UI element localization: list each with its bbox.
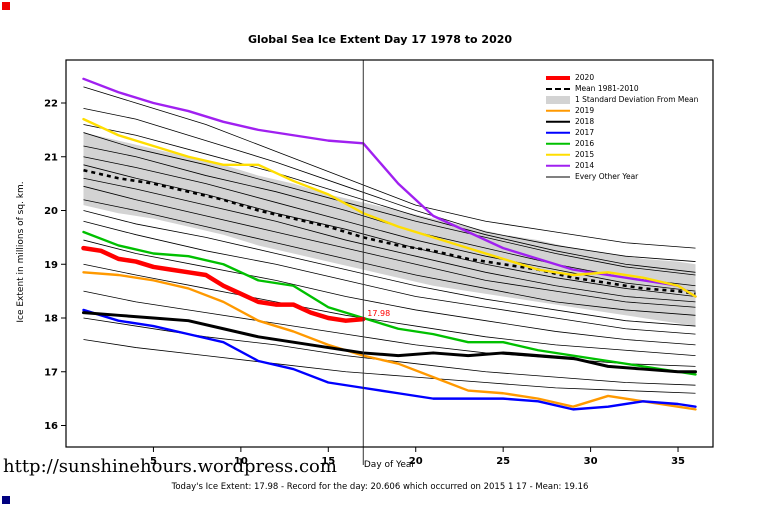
legend-item: 2017 — [546, 127, 698, 138]
background-year-line — [83, 185, 696, 308]
footer-caption: Today's Ice Extent: 17.98 - Record for t… — [171, 482, 589, 492]
legend-item: 2014 — [546, 160, 698, 171]
legend-item: 2018 — [546, 116, 698, 127]
legend-label: 2014 — [575, 161, 595, 170]
legend-label: 2018 — [575, 117, 595, 126]
std-dev-band — [83, 132, 696, 327]
x-axis-label: Day of Year — [363, 460, 416, 470]
background-year-line — [83, 210, 696, 327]
background-year-line — [83, 145, 696, 287]
marker-value-label: 17.98 — [367, 309, 390, 318]
legend-label: 1 Standard Deviation From Mean — [575, 95, 699, 104]
y-tick-label: 16 — [44, 421, 58, 432]
y-tick-label: 21 — [44, 152, 58, 163]
background-year-line — [83, 164, 696, 297]
year-line-2015 — [82, 117, 697, 298]
x-tick-label: 5 — [150, 456, 157, 467]
x-tick-label: 25 — [496, 456, 510, 467]
legend-swatch-band — [546, 95, 570, 105]
top-left-marker — [2, 2, 10, 10]
legend-swatch-line — [546, 117, 570, 127]
legend-label: Every Other Year — [575, 172, 639, 181]
legend-item: 2020 — [546, 72, 698, 83]
legend-label: Mean 1981-2010 — [575, 84, 639, 93]
x-tick-label: 10 — [234, 456, 248, 467]
background-year-line — [83, 177, 696, 303]
background-year-line — [83, 220, 696, 335]
legend-swatch-dashed — [546, 84, 570, 94]
legend-swatch-line — [546, 128, 570, 138]
y-tick-label: 20 — [44, 206, 58, 217]
x-tick-label: 30 — [584, 456, 598, 467]
y-tick-label: 18 — [44, 314, 58, 325]
legend-item: Every Other Year — [546, 171, 698, 182]
background-year-line — [83, 107, 696, 262]
plot-border — [65, 59, 714, 448]
legend-label: 2017 — [575, 128, 595, 137]
y-tick-label: 19 — [44, 260, 58, 271]
x-tick-label: 35 — [671, 456, 685, 467]
legend-swatch-line — [546, 150, 570, 160]
background-year-line — [83, 199, 696, 316]
legend-swatch-thin — [546, 172, 570, 182]
legend-swatch-line — [546, 161, 570, 171]
background-year-line — [83, 339, 696, 394]
background-year-line — [83, 239, 696, 346]
legend-item: 2015 — [546, 149, 698, 160]
bottom-left-marker — [2, 496, 10, 504]
year-line-2017 — [82, 308, 697, 411]
year-line-2018 — [81, 311, 698, 374]
year-line-2014 — [82, 77, 697, 298]
legend-label: 2020 — [575, 73, 595, 82]
legend-label: 2019 — [575, 106, 595, 115]
year-line-2020 — [81, 245, 366, 323]
year-line-2016 — [82, 230, 697, 376]
y-tick-label: 17 — [44, 367, 58, 378]
legend-item: 1 Standard Deviation From Mean — [546, 94, 698, 105]
background-year-line — [83, 156, 696, 292]
background-year-line — [83, 86, 696, 249]
year-line-2019 — [82, 271, 697, 411]
legend-swatch-thick — [546, 73, 570, 83]
chart-title: Global Sea Ice Extent Day 17 1978 to 202… — [247, 33, 513, 46]
background-year-line — [83, 132, 696, 276]
legend-label: 2015 — [575, 150, 595, 159]
legend-swatch-line — [546, 139, 570, 149]
watermark-url: http://sunshinehours.wordpress.com — [3, 456, 337, 477]
x-tick-label: 15 — [321, 456, 335, 467]
legend-swatch-line — [546, 106, 570, 116]
y-tick-label: 22 — [44, 99, 58, 110]
background-year-line — [83, 263, 696, 357]
background-year-line — [83, 124, 696, 273]
x-tick-label: 20 — [409, 456, 423, 467]
legend-label: 2016 — [575, 139, 595, 148]
legend-item: 2016 — [546, 138, 698, 149]
legend-item: 2019 — [546, 105, 698, 116]
chart-legend: 2020 Mean 1981-2010 1 Standard Deviation F… — [546, 72, 698, 182]
mean-line — [83, 168, 696, 296]
legend-item: Mean 1981-2010 — [546, 83, 698, 94]
